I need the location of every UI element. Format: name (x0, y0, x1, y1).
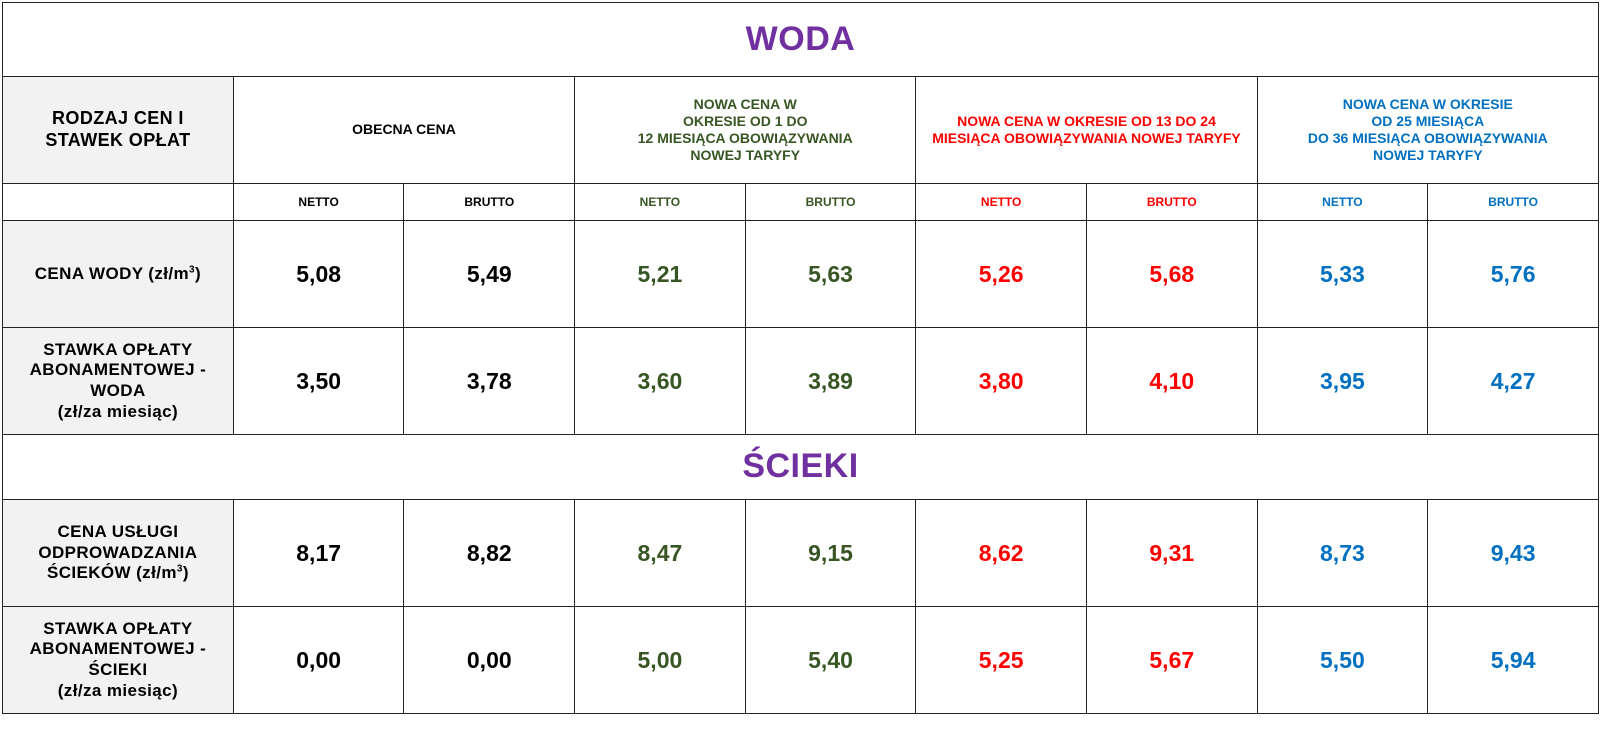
water-fee-label-line4: (zł/za miesiąc) (57, 401, 179, 421)
sewage-price-period3-netto: 8,73 (1256, 499, 1429, 607)
sewage-price-label-end: ) (182, 563, 189, 583)
tariff-table: WODA RODZAJ CEN I STAWEK OPŁAT OBECNA CE… (2, 2, 1600, 714)
sewage-price-period1-netto: 8,47 (574, 499, 746, 607)
subheader-period3-netto: NETTO (1256, 183, 1429, 221)
tariff-table-wrapper: WODA RODZAJ CEN I STAWEK OPŁAT OBECNA CE… (2, 2, 1600, 714)
water-fee-label: STAWKA OPŁATY ABONAMENTOWEJ - WODA (zł/z… (2, 327, 234, 435)
water-price-label-end: ) (195, 263, 202, 283)
header-label-cell: RODZAJ CEN I STAWEK OPŁAT (2, 76, 234, 184)
water-fee-current-brutto: 3,78 (403, 327, 576, 435)
sewage-fee-label-line2: ABONAMENTOWEJ - (29, 639, 207, 659)
sewage-fee-current-netto: 0,00 (232, 606, 405, 714)
header-period2: NOWA CENA W OKRESIE OD 13 DO 24 MIESIĄCA… (915, 76, 1258, 184)
sewage-fee-period2-netto: 5,25 (915, 606, 1087, 714)
sewage-price-period2-netto: 8,62 (915, 499, 1087, 607)
sewage-price-unit-sup: 3 (176, 563, 183, 575)
water-price-period3-netto: 5,33 (1256, 220, 1429, 328)
sewage-price-period2-brutto: 9,31 (1085, 499, 1258, 607)
water-fee-period3-netto: 3,95 (1256, 327, 1429, 435)
header-period3-line3: DO 36 MIESIĄCA OBOWIĄZYWANIA (1307, 130, 1548, 146)
sewage-price-label-line2: ODPROWADZANIA (38, 542, 198, 562)
header-label-line1: RODZAJ CEN I (52, 108, 184, 129)
subheader-current-netto: NETTO (232, 183, 405, 221)
subheader-period3-brutto: BRUTTO (1427, 183, 1599, 221)
subheader-period1-brutto: BRUTTO (744, 183, 917, 221)
sewage-price-label: CENA USŁUGI ODPROWADZANIA ŚCIEKÓW (zł/m3… (2, 499, 234, 607)
sewage-fee-period1-brutto: 5,40 (744, 606, 917, 714)
water-price-label: CENA WODY (zł/m3) (2, 220, 234, 328)
water-price-period1-netto: 5,21 (574, 220, 746, 328)
header-label-line2: STAWEK OPŁAT (45, 130, 191, 150)
header-period2-line2: MIESIĄCA OBOWIĄZYWANIA NOWEJ TARYFY (932, 130, 1241, 146)
water-price-unit-sup: 3 (189, 263, 196, 275)
water-price-current-brutto: 5,49 (403, 220, 576, 328)
water-fee-label-line3: WODA (90, 381, 146, 400)
water-price-period1-brutto: 5,63 (744, 220, 917, 328)
water-fee-period1-brutto: 3,89 (744, 327, 917, 435)
header-period3-line1: NOWA CENA W OKRESIE (1342, 95, 1513, 112)
header-period1-line4: NOWEJ TARYFY (690, 147, 801, 164)
sewage-price-period1-brutto: 9,15 (744, 499, 917, 607)
table-row-water-fee: STAWKA OPŁATY ABONAMENTOWEJ - WODA (zł/z… (2, 327, 1599, 435)
sewage-price-label-line1: CENA USŁUGI (57, 521, 179, 541)
water-fee-label-line2: ABONAMENTOWEJ - (29, 360, 207, 380)
subheader-period2-netto: NETTO (915, 183, 1087, 221)
water-price-period2-brutto: 5,68 (1085, 220, 1258, 328)
sewage-fee-label-line4: (zł/za miesiąc) (57, 680, 179, 700)
header-period1-line3: 12 MIESIĄCA OBOWIĄZYWANIA (637, 130, 853, 146)
water-fee-period3-brutto: 4,27 (1427, 327, 1599, 435)
water-fee-period1-netto: 3,60 (574, 327, 746, 435)
water-price-period2-netto: 5,26 (915, 220, 1087, 328)
water-fee-label-line1: STAWKA OPŁATY (43, 339, 193, 359)
table-row-sewage-fee: STAWKA OPŁATY ABONAMENTOWEJ - ŚCIEKI (zł… (2, 606, 1599, 714)
header-period1-line2: OKRESIE OD 1 DO (682, 112, 808, 129)
subheader-current-brutto: BRUTTO (403, 183, 576, 221)
table-row-sewage-price: CENA USŁUGI ODPROWADZANIA ŚCIEKÓW (zł/m3… (2, 499, 1599, 607)
sewage-fee-label-line3: ŚCIEKI (88, 660, 148, 679)
header-period3: NOWA CENA W OKRESIE OD 25 MIESIĄCA DO 36… (1256, 76, 1600, 184)
header-period1-line1: NOWA CENA W (693, 95, 797, 112)
sewage-fee-period3-brutto: 5,94 (1427, 606, 1599, 714)
water-price-current-netto: 5,08 (232, 220, 405, 328)
sewage-fee-current-brutto: 0,00 (403, 606, 576, 714)
sewage-fee-label-line1: STAWKA OPŁATY (43, 618, 193, 638)
subheader-period2-brutto: BRUTTO (1085, 183, 1258, 221)
header-period3-line4: NOWEJ TARYFY (1372, 147, 1483, 164)
header-current-price: OBECNA CENA (232, 76, 576, 184)
table-row-water-price: CENA WODY (zł/m3) 5,08 5,49 5,21 5,63 5,… (2, 220, 1599, 328)
sewage-fee-label: STAWKA OPŁATY ABONAMENTOWEJ - ŚCIEKI (zł… (2, 606, 234, 714)
sewage-price-current-netto: 8,17 (232, 499, 405, 607)
sewage-section-title: ŚCIEKI (2, 434, 1599, 500)
sewage-fee-period3-netto: 5,50 (1256, 606, 1429, 714)
water-fee-period2-brutto: 4,10 (1085, 327, 1258, 435)
subheader-period1-netto: NETTO (574, 183, 746, 221)
sewage-price-period3-brutto: 9,43 (1427, 499, 1599, 607)
water-section-title: WODA (2, 2, 1599, 77)
water-fee-current-netto: 3,50 (232, 327, 405, 435)
subheader-empty-cell (2, 183, 234, 221)
sewage-fee-period2-brutto: 5,67 (1085, 606, 1258, 714)
sewage-price-current-brutto: 8,82 (403, 499, 576, 607)
header-period2-line1: NOWA CENA W OKRESIE OD 13 DO 24 (957, 112, 1216, 129)
water-price-label-text: CENA WODY (zł/m (34, 263, 190, 283)
water-price-period3-brutto: 5,76 (1427, 220, 1599, 328)
water-fee-period2-netto: 3,80 (915, 327, 1087, 435)
sewage-price-label-line3: ŚCIEKÓW (zł/m (46, 563, 177, 583)
header-period3-line2: OD 25 MIESIĄCA (1371, 112, 1485, 129)
header-period1: NOWA CENA W OKRESIE OD 1 DO 12 MIESIĄCA … (574, 76, 917, 184)
sewage-fee-period1-netto: 5,00 (574, 606, 746, 714)
